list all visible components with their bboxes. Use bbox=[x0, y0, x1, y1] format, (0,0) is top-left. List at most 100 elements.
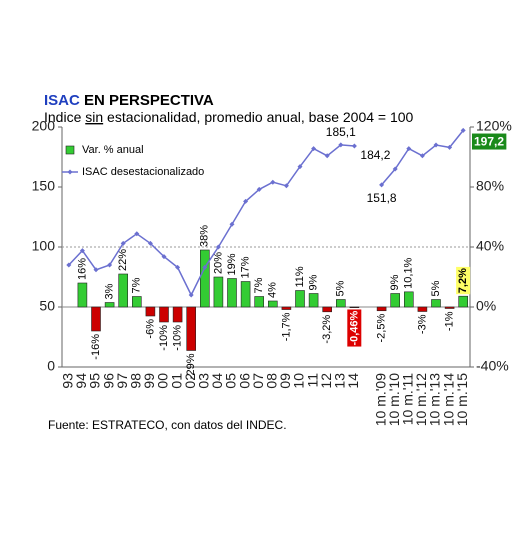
subtitle-part: sin bbox=[85, 109, 103, 125]
data-label: -6% bbox=[144, 319, 156, 339]
line-marker bbox=[215, 244, 221, 250]
data-label: 22% bbox=[117, 249, 129, 271]
data-label: 5% bbox=[335, 280, 347, 296]
data-label: 4% bbox=[267, 282, 279, 298]
x-tick-label: 97 bbox=[114, 373, 130, 389]
x-tick-label: 14 bbox=[345, 373, 361, 389]
x-tick-label: 13 bbox=[332, 373, 348, 389]
line-marker bbox=[175, 264, 181, 270]
x-tick-label: 09 bbox=[277, 373, 293, 389]
bar bbox=[240, 281, 251, 308]
data-label: 7,2% bbox=[457, 268, 469, 293]
data-label: -3,2% bbox=[321, 315, 333, 344]
line-marker bbox=[406, 146, 412, 152]
label-box bbox=[347, 309, 362, 347]
bar bbox=[322, 306, 332, 313]
line-marker bbox=[134, 231, 140, 237]
bar bbox=[77, 282, 88, 308]
x-tick-label: 10 bbox=[291, 373, 307, 389]
x-tick-label: 01 bbox=[168, 373, 184, 389]
x-tick-label: 96 bbox=[100, 373, 116, 389]
x-tick-label: 99 bbox=[141, 373, 157, 389]
data-label: 3% bbox=[104, 283, 116, 299]
bar bbox=[431, 299, 441, 308]
data-label: -0,46% bbox=[348, 310, 360, 345]
legend-label: Var. % anual bbox=[82, 144, 144, 156]
y2-tick-label: -40% bbox=[476, 358, 509, 374]
line-marker bbox=[256, 186, 262, 192]
bar bbox=[404, 291, 414, 308]
y-tick-label: 50 bbox=[39, 298, 55, 314]
bar bbox=[104, 302, 115, 308]
line-marker bbox=[93, 267, 99, 273]
bar bbox=[227, 278, 237, 308]
bar bbox=[91, 306, 101, 332]
line-marker bbox=[297, 164, 303, 170]
data-label: 19% bbox=[226, 253, 238, 275]
source-note: Fuente: ESTRATECO, con datos del INDEC. bbox=[48, 418, 287, 432]
x-tick-label: 93 bbox=[60, 373, 76, 389]
bar bbox=[213, 276, 224, 308]
bar bbox=[172, 306, 183, 323]
line-marker bbox=[79, 248, 85, 254]
x-tick-label: 94 bbox=[73, 373, 89, 389]
legend-label: ISAC desestacionalizado bbox=[82, 166, 204, 178]
data-label: 11% bbox=[294, 266, 306, 287]
y2-tick-label: 80% bbox=[476, 178, 504, 194]
bar bbox=[308, 293, 319, 308]
line-marker bbox=[392, 166, 398, 172]
line-marker bbox=[66, 262, 72, 268]
bar bbox=[281, 306, 292, 310]
line-marker bbox=[243, 198, 249, 204]
x-tick-label: 10 m.'10 bbox=[386, 373, 402, 426]
x-tick-label: 10 m.'13 bbox=[427, 373, 443, 426]
title-part: EN PERSPECTIVA bbox=[80, 92, 214, 109]
data-label: 7% bbox=[253, 277, 265, 293]
line-marker bbox=[447, 144, 453, 150]
bar bbox=[390, 293, 400, 308]
line-marker bbox=[202, 264, 208, 270]
bar bbox=[254, 296, 264, 308]
line-marker bbox=[120, 240, 126, 246]
x-tick-label: 02 bbox=[182, 373, 198, 389]
data-label: -1% bbox=[444, 311, 456, 331]
bar bbox=[118, 273, 128, 308]
data-label: 9% bbox=[389, 274, 401, 290]
y-tick-label: 100 bbox=[32, 238, 56, 254]
line-marker bbox=[311, 146, 317, 152]
subtitle-part: Indice bbox=[44, 109, 85, 125]
x-tick-label: 10 m.'09 bbox=[372, 373, 388, 426]
x-tick-label: 05 bbox=[223, 373, 239, 389]
bar bbox=[376, 306, 387, 312]
line-marker bbox=[107, 262, 113, 268]
data-label: -10% bbox=[172, 325, 184, 351]
data-label: -3% bbox=[416, 314, 428, 334]
bar bbox=[336, 299, 346, 308]
line-label: 184,2 bbox=[360, 148, 390, 162]
bar bbox=[458, 295, 468, 308]
x-tick-label: 03 bbox=[196, 373, 212, 389]
x-tick-label: 10 m.'11 bbox=[400, 373, 416, 425]
title-part: ISAC bbox=[44, 92, 80, 109]
x-tick-label: 10 m.'15 bbox=[454, 373, 470, 426]
line-marker bbox=[147, 240, 153, 246]
data-label: 16% bbox=[76, 258, 88, 280]
y-tick-label: 200 bbox=[32, 118, 56, 134]
y2-tick-label: 40% bbox=[476, 238, 504, 254]
line-marker bbox=[460, 127, 466, 133]
line-marker bbox=[379, 182, 385, 188]
data-label: 38% bbox=[199, 225, 211, 247]
line-label: 185,1 bbox=[326, 125, 356, 139]
data-label: -16% bbox=[90, 334, 102, 360]
data-label: -10% bbox=[158, 325, 170, 351]
data-label: 20% bbox=[212, 252, 224, 274]
bar bbox=[349, 306, 360, 308]
x-tick-label: 08 bbox=[264, 373, 280, 389]
data-label: -1,7% bbox=[280, 312, 292, 341]
y-tick-label: 0 bbox=[47, 358, 55, 374]
line-marker bbox=[270, 179, 276, 185]
data-label: 10,1% bbox=[403, 257, 415, 288]
bar bbox=[417, 306, 428, 312]
y2-tick-label: 0% bbox=[476, 298, 496, 314]
line-marker bbox=[338, 142, 344, 148]
